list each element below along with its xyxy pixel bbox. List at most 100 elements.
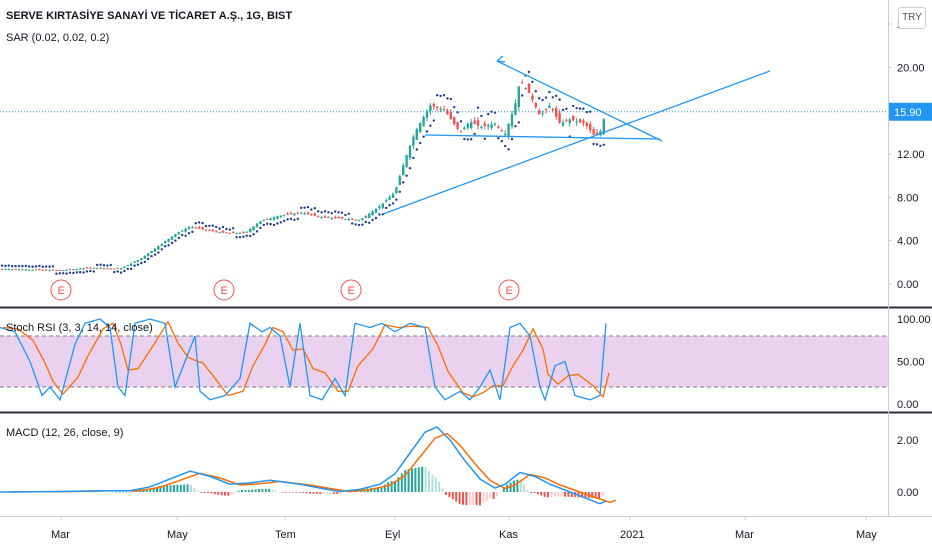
sar-dot bbox=[340, 211, 344, 214]
sar-dot bbox=[354, 223, 357, 226]
sar-dot bbox=[41, 265, 44, 269]
macd-histogram-bar bbox=[417, 467, 420, 492]
sar-dot bbox=[232, 227, 235, 230]
sar-dot bbox=[585, 110, 588, 114]
candle-body bbox=[89, 267, 92, 269]
x-tick-label: May bbox=[856, 529, 877, 541]
macd-histogram-bar bbox=[479, 492, 481, 506]
sar-dot bbox=[330, 212, 333, 215]
candle-body bbox=[340, 217, 344, 219]
candle-body bbox=[11, 269, 14, 271]
sar-dot bbox=[480, 114, 483, 118]
candle-body bbox=[572, 115, 575, 121]
macd-histogram-bar bbox=[400, 473, 403, 492]
macd-histogram-bar bbox=[196, 490, 199, 492]
macd-tick-label: 0.00 bbox=[897, 487, 918, 499]
candle-body bbox=[344, 219, 347, 221]
sar-dot bbox=[334, 210, 337, 213]
candle-body bbox=[102, 268, 106, 270]
candle-body bbox=[34, 269, 38, 271]
candle-body bbox=[425, 110, 429, 118]
macd-histogram-bar bbox=[241, 489, 243, 492]
macd-histogram-bar bbox=[339, 492, 342, 494]
sar-dot bbox=[79, 270, 82, 274]
stoch-tick-label: 0.00 bbox=[897, 399, 918, 411]
candle-body bbox=[221, 230, 225, 233]
macd-histogram-bar bbox=[557, 492, 560, 497]
candle-body bbox=[201, 227, 204, 230]
candle-body bbox=[289, 212, 293, 214]
macd-histogram-bar bbox=[234, 492, 237, 493]
candle-body bbox=[449, 111, 452, 120]
candle-body bbox=[14, 268, 17, 270]
macd-histogram-bar bbox=[584, 492, 587, 498]
sar-dot bbox=[218, 227, 221, 230]
sar-dot bbox=[544, 96, 548, 99]
macd-histogram-bar bbox=[533, 492, 536, 494]
macd-histogram-bar bbox=[438, 481, 441, 492]
sar-dot bbox=[201, 221, 204, 225]
candle-body bbox=[337, 216, 340, 219]
macd-histogram-bar bbox=[179, 484, 182, 492]
macd-histogram-bar bbox=[305, 492, 308, 494]
sar-dot bbox=[170, 241, 174, 245]
sar-dot bbox=[28, 265, 31, 268]
macd-histogram-bar bbox=[428, 470, 430, 492]
sar-dot bbox=[92, 270, 96, 273]
candle-body bbox=[541, 113, 544, 115]
sar-dot bbox=[296, 217, 299, 221]
macd-histogram-bar bbox=[329, 492, 332, 494]
candle-body bbox=[551, 109, 554, 111]
sar-dot bbox=[72, 271, 75, 275]
sar-dot bbox=[11, 265, 14, 268]
candle-body bbox=[395, 187, 398, 194]
earnings-marker-label: E bbox=[348, 285, 355, 297]
candle-body bbox=[368, 213, 371, 218]
macd-histogram-bar bbox=[203, 492, 206, 493]
sar-dot bbox=[378, 213, 381, 216]
stoch-tick-label: 100.00 bbox=[897, 314, 931, 326]
candle-body bbox=[476, 120, 480, 126]
candle-body bbox=[589, 124, 592, 131]
sar-dot bbox=[402, 181, 405, 184]
macd-histogram-bar bbox=[162, 485, 165, 492]
candle-body bbox=[276, 216, 279, 219]
candle-body bbox=[439, 109, 442, 111]
macd-histogram-bar bbox=[492, 492, 495, 499]
candle-body bbox=[534, 102, 537, 107]
currency-badge[interactable]: TRY bbox=[898, 7, 926, 29]
candle-body bbox=[385, 200, 388, 202]
candle-body bbox=[453, 117, 456, 124]
sar-dot bbox=[31, 265, 34, 268]
last-price-label: 15.90 bbox=[894, 107, 922, 119]
earnings-marker-label: E bbox=[58, 285, 65, 297]
macd-histogram-bar bbox=[445, 492, 447, 495]
candle-body bbox=[7, 269, 10, 271]
macd-tick-label: 2.00 bbox=[897, 435, 918, 447]
macd-histogram-bar bbox=[404, 469, 407, 492]
macd-histogram-bar bbox=[516, 479, 519, 492]
candle-body bbox=[327, 216, 330, 218]
candle-body bbox=[592, 129, 595, 135]
candle-body bbox=[473, 120, 476, 124]
candle-body bbox=[412, 136, 415, 146]
candle-body bbox=[544, 109, 548, 111]
macd-histogram-bar bbox=[523, 485, 526, 492]
macd-histogram-bar bbox=[383, 484, 386, 492]
sar-dot bbox=[572, 104, 575, 108]
sar-dot bbox=[500, 139, 503, 143]
sar-dot bbox=[374, 216, 378, 220]
macd-histogram-bar bbox=[434, 477, 437, 492]
macd-histogram-bar bbox=[332, 492, 335, 494]
sar-dot bbox=[283, 219, 286, 223]
macd-histogram bbox=[3, 466, 607, 506]
sar-dot bbox=[272, 223, 276, 227]
sar-dot bbox=[0, 264, 4, 267]
earnings-marker-label: E bbox=[221, 285, 228, 297]
macd-histogram-bar bbox=[322, 492, 325, 494]
candle-body bbox=[374, 208, 378, 213]
candle-body bbox=[313, 213, 316, 216]
sar-dot bbox=[429, 124, 432, 127]
